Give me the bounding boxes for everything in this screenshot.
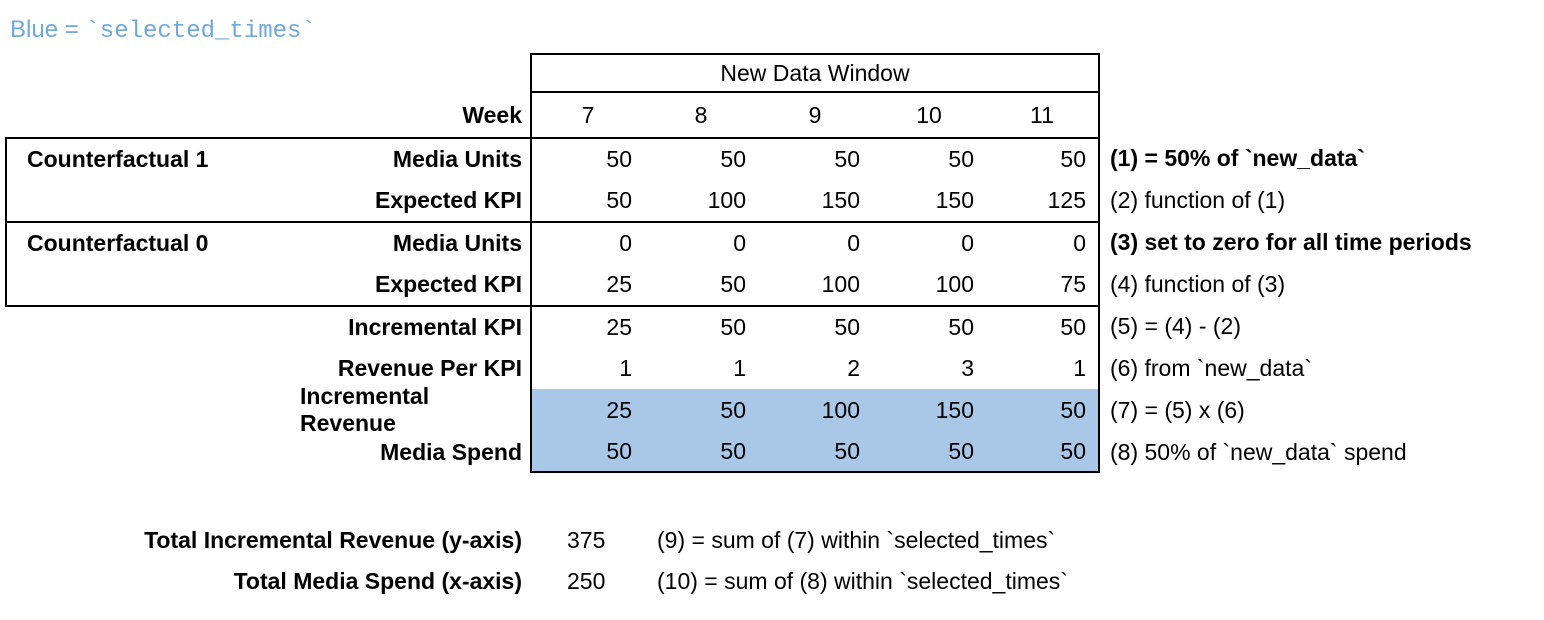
value-cell: 50 bbox=[530, 179, 644, 221]
total-label: Total Incremental Revenue (y-axis) bbox=[144, 527, 522, 553]
week-cell: 11 bbox=[986, 93, 1100, 137]
group-label-spacer bbox=[5, 179, 300, 221]
value-cell: 1 bbox=[986, 347, 1100, 389]
value-cell: 50 bbox=[720, 270, 746, 297]
value-cell: 0 bbox=[644, 221, 758, 263]
week-row-label: Week bbox=[462, 101, 522, 128]
legend-note: Blue = `selected_times` bbox=[10, 16, 316, 46]
value-cell: 3 bbox=[961, 354, 974, 381]
value-cell: 150 bbox=[821, 186, 860, 213]
value-cell: 50 bbox=[644, 389, 758, 431]
total-value: 375 bbox=[567, 527, 606, 553]
value-cell: 50 bbox=[758, 431, 872, 473]
group-label: Counterfactual 1 bbox=[5, 137, 300, 179]
group-label-spacer bbox=[5, 431, 300, 473]
row-label: Media Units bbox=[300, 221, 530, 263]
value-cell: 50 bbox=[872, 137, 986, 179]
row-label: Media Spend bbox=[380, 438, 522, 465]
value-cell: 25 bbox=[530, 389, 644, 431]
value-cell: 75 bbox=[986, 263, 1100, 305]
value-cell: 1 bbox=[530, 347, 644, 389]
group-label-spacer bbox=[5, 389, 300, 431]
legend-code: `selected_times` bbox=[85, 18, 316, 45]
value-cell: 50 bbox=[986, 389, 1100, 431]
value-cell: 0 bbox=[872, 221, 986, 263]
value-cell: 50 bbox=[530, 431, 644, 473]
total-annotation: (9) = sum of (7) within `selected_times` bbox=[657, 527, 1056, 553]
value-cell: 0 bbox=[758, 221, 872, 263]
row-label: Revenue Per KPI bbox=[337, 354, 522, 381]
value-cell: 125 bbox=[986, 179, 1100, 221]
row-annotation: (7) = (5) x (6) bbox=[1110, 396, 1245, 423]
row-annotation: (4) function of (3) bbox=[1110, 270, 1286, 297]
value-cell: 25 bbox=[530, 305, 644, 347]
value-cell: 1 bbox=[733, 354, 746, 381]
value-cell: 50 bbox=[872, 305, 986, 347]
row-annotation: (5) = (4) - (2) bbox=[1110, 312, 1241, 339]
group-label-spacer bbox=[5, 347, 300, 389]
row-label: Incremental Revenue bbox=[300, 383, 430, 436]
legend-prefix: Blue = bbox=[10, 16, 86, 43]
value-cell: 100 bbox=[821, 270, 860, 297]
value-cell: 50 bbox=[986, 137, 1100, 179]
row-annotation: (6) from `new_data` bbox=[1110, 354, 1312, 381]
row-annotation: (8) 50% of `new_data` spend bbox=[1110, 438, 1407, 465]
value-cell: 50 bbox=[644, 431, 758, 473]
week-cell: 8 bbox=[694, 101, 708, 128]
total-label: Total Media Spend (x-axis) bbox=[233, 568, 522, 594]
week-cell: 9 bbox=[808, 101, 822, 128]
value-cell: 50 bbox=[986, 431, 1100, 473]
group-label: Counterfactual 0 bbox=[5, 221, 300, 263]
total-value: 250 bbox=[567, 568, 606, 594]
value-cell: 50 bbox=[644, 305, 758, 347]
row-label: Media Units bbox=[300, 137, 530, 179]
week-cell: 7 bbox=[530, 93, 644, 137]
value-cell: 100 bbox=[707, 186, 746, 213]
row-label: Incremental KPI bbox=[300, 305, 530, 347]
row-annotation: (2) function of (1) bbox=[1110, 186, 1286, 213]
value-cell: 100 bbox=[758, 389, 872, 431]
value-cell: 2 bbox=[847, 354, 860, 381]
totals-section: Total Incremental Revenue (y-axis) 375 (9)… bbox=[5, 520, 1068, 602]
value-cell: 50 bbox=[986, 305, 1100, 347]
value-cell: 50 bbox=[758, 305, 872, 347]
group-label-spacer bbox=[5, 305, 300, 347]
value-cell: 50 bbox=[530, 137, 644, 179]
total-annotation: (10) = sum of (8) within `selected_times… bbox=[657, 568, 1068, 594]
row-annotation: (1) = 50% of `new_data` bbox=[1110, 144, 1365, 171]
value-cell: 0 bbox=[986, 221, 1100, 263]
value-cell: 150 bbox=[935, 186, 974, 213]
new-data-window-header: New Data Window bbox=[530, 53, 1100, 93]
value-cell: 150 bbox=[872, 389, 986, 431]
group-label-spacer bbox=[5, 263, 300, 305]
row-label: Expected KPI bbox=[375, 270, 522, 297]
value-cell: 50 bbox=[872, 431, 986, 473]
value-cell: 50 bbox=[758, 137, 872, 179]
value-cell: 100 bbox=[935, 270, 974, 297]
value-cell: 50 bbox=[644, 137, 758, 179]
week-cell: 10 bbox=[916, 101, 942, 128]
value-cell: 25 bbox=[530, 263, 644, 305]
counterfactual-table: New Data Window Week 7 8 9 10 11 Counterfactu… bbox=[5, 53, 1544, 473]
row-label: Expected KPI bbox=[375, 186, 522, 213]
row-annotation: (3) set to zero for all time periods bbox=[1110, 228, 1472, 255]
value-cell: 0 bbox=[530, 221, 644, 263]
